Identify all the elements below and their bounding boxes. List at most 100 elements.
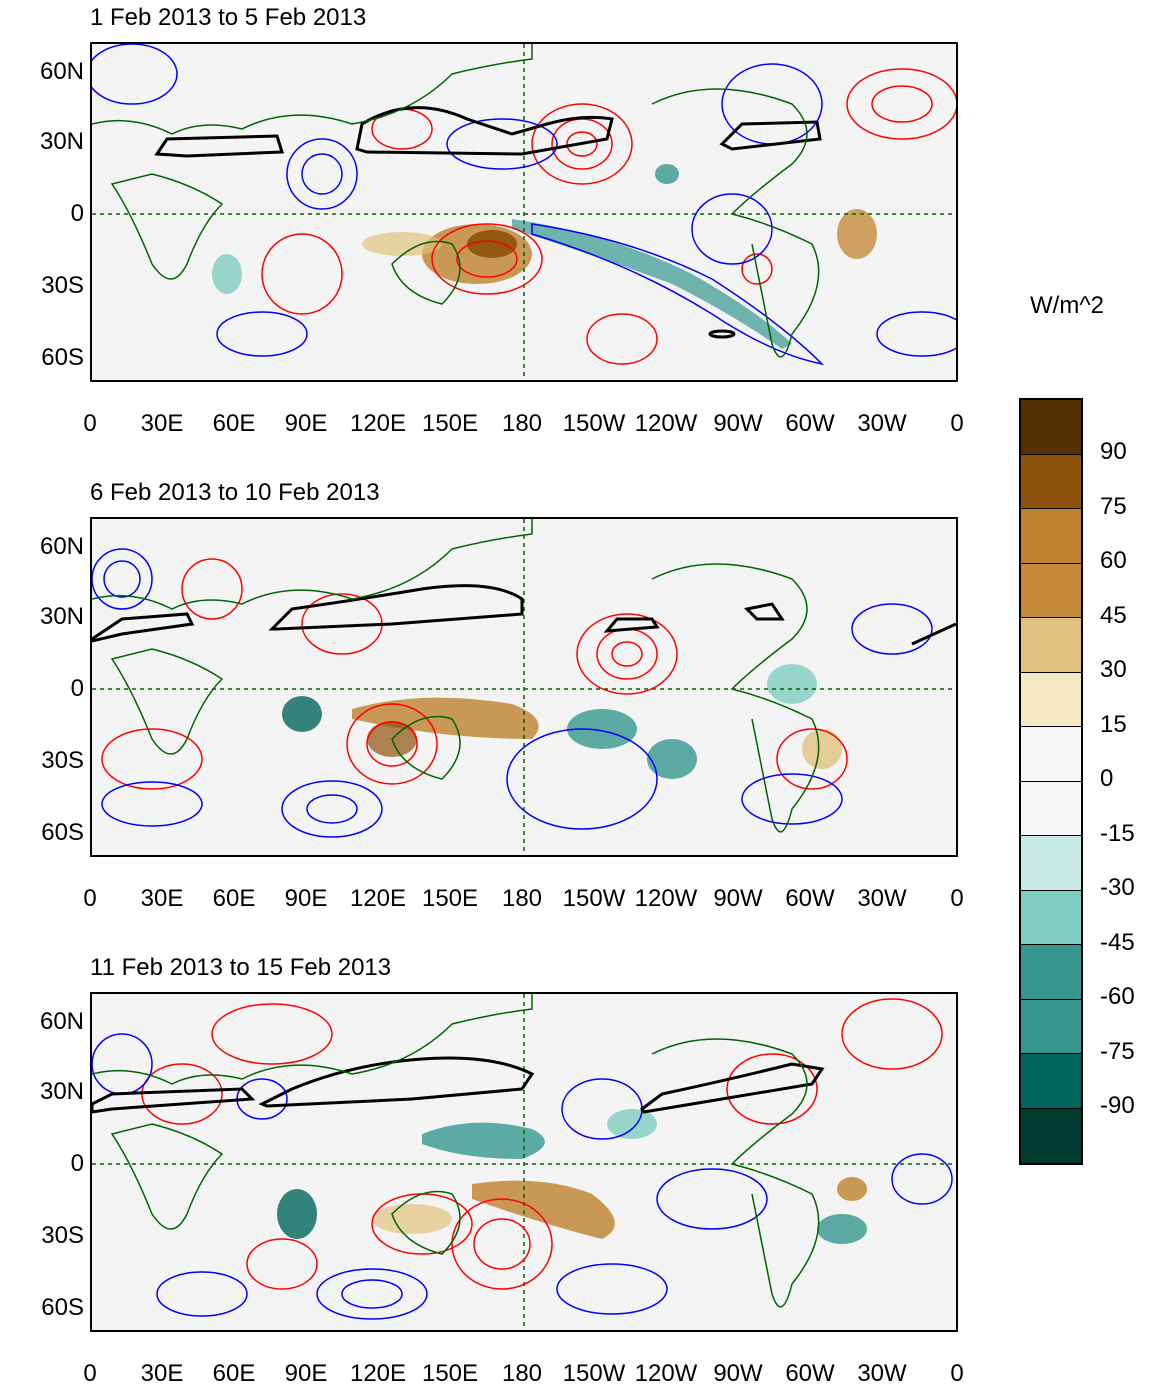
x-tick-label: 180: [501, 410, 543, 437]
contour-positive: [726, 1053, 818, 1125]
contour-negative: [301, 153, 343, 195]
colorbar-label: 0: [1100, 765, 1114, 792]
x-tick-label: 150E: [421, 885, 479, 912]
shading-brown: [837, 1177, 867, 1201]
contour-negative: [341, 1279, 403, 1309]
y-tick-label: 60N: [39, 1008, 84, 1035]
x-tick-label: 120E: [349, 410, 407, 437]
contour-negative: [316, 1268, 428, 1320]
x-tick-label: 150W: [562, 1360, 626, 1387]
y-tick-label: 60S: [41, 344, 84, 371]
shading-teal: [512, 219, 792, 349]
contour-positive: [211, 1003, 333, 1065]
shading-teal: [212, 254, 242, 294]
contour-negative: [286, 138, 358, 210]
shading-brown: [352, 697, 539, 739]
contour-negative: [851, 603, 933, 655]
contour-negative: [876, 311, 956, 357]
contour-positive: [531, 103, 633, 185]
x-tick-label: 0: [950, 410, 964, 437]
contour-negative: [306, 794, 358, 824]
colorbar: [1019, 398, 1083, 1165]
contour-positive: [576, 613, 678, 695]
x-tick-label: 150E: [421, 1360, 479, 1387]
map-plot: [90, 992, 958, 1332]
colorbar-label: -45: [1100, 928, 1135, 956]
colorbar-swatch: [1021, 945, 1081, 1000]
shading-teal: [282, 696, 322, 732]
contour-positive: [741, 253, 773, 285]
contour-positive: [431, 223, 543, 295]
shading-teal: [607, 1109, 657, 1139]
y-tick-label: 60N: [39, 533, 84, 560]
y-tick-label: 30S: [41, 1222, 84, 1249]
x-tick-label: 120E: [349, 1360, 407, 1387]
x-tick-label: 60E: [212, 885, 256, 912]
contour-positive: [246, 1238, 318, 1290]
shading-brown: [472, 1180, 615, 1239]
colorbar-swatch: [1021, 727, 1081, 782]
coastline: [110, 173, 224, 280]
colorbar-swatch: [1021, 509, 1081, 564]
contour-positive: [261, 233, 343, 315]
shading-teal: [655, 164, 679, 184]
contour-negative: [656, 1168, 768, 1230]
x-tick-label: 180: [501, 1360, 543, 1387]
y-tick-label: 0: [70, 1150, 84, 1177]
contour-negative: [556, 1263, 668, 1315]
x-tick-label: 90E: [284, 410, 328, 437]
contour-positive: [776, 728, 848, 790]
contour-positive: [101, 728, 203, 790]
jet-contour: [154, 134, 285, 158]
map-svg: [92, 519, 956, 855]
shading-teal: [567, 709, 637, 749]
jet-contour: [911, 622, 956, 646]
jet-contour: [639, 1062, 825, 1114]
contour-positive: [451, 1198, 553, 1290]
contour-negative: [216, 311, 308, 357]
x-tick-label: 30W: [857, 410, 907, 437]
x-tick-label: 150W: [562, 885, 626, 912]
coastline: [92, 44, 533, 135]
x-tick-label: 120W: [634, 885, 698, 912]
colorbar-swatch: [1021, 1054, 1081, 1109]
shading-teal: [422, 1122, 545, 1159]
shading-tan: [362, 232, 442, 256]
x-tick-label: 30E: [140, 885, 184, 912]
y-tick-label: 30N: [39, 128, 84, 155]
y-tick-label: 0: [70, 675, 84, 702]
x-tick-label: 30E: [140, 410, 184, 437]
x-tick-label: 60W: [785, 1360, 835, 1387]
x-tick-label: 0: [83, 410, 97, 437]
colorbar-label: 45: [1100, 601, 1127, 629]
x-tick-label: 90E: [284, 885, 328, 912]
jet-contour: [743, 602, 785, 621]
colorbar-swatch: [1021, 1108, 1081, 1163]
coastline: [92, 994, 533, 1085]
x-tick-label: 0: [83, 1360, 97, 1387]
jet-contour: [92, 1087, 256, 1114]
x-tick-label: 90W: [713, 885, 763, 912]
x-tick-label: 60W: [785, 885, 835, 912]
jet-contour: [258, 1056, 535, 1108]
contour-positive: [141, 1063, 223, 1125]
y-tick-label: 60N: [39, 58, 84, 85]
contour-positive: [871, 85, 933, 123]
contour-negative: [506, 728, 658, 830]
contour-negative: [92, 548, 153, 610]
colorbar-swatch: [1021, 890, 1081, 945]
contour-positive: [841, 998, 943, 1070]
colorbar-unit: W/m^2: [1030, 292, 1104, 319]
x-tick-label: 150E: [421, 410, 479, 437]
coastline: [651, 563, 820, 833]
panel-title: 6 Feb 2013 to 10 Feb 2013: [90, 479, 380, 506]
contour-positive: [456, 240, 518, 278]
shading-brown: [467, 230, 517, 258]
x-tick-label: 120W: [634, 410, 698, 437]
x-tick-label: 0: [950, 885, 964, 912]
x-tick-label: 90W: [713, 1360, 763, 1387]
coastline: [110, 648, 224, 755]
map-plot: [90, 517, 958, 857]
colorbar-swatch: [1021, 781, 1081, 836]
contour-positive: [473, 1218, 531, 1270]
